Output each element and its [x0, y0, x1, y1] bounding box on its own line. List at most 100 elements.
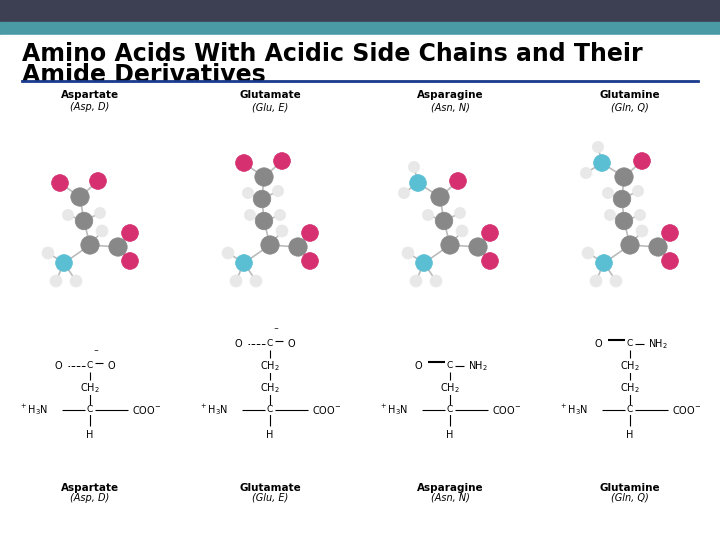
Circle shape — [430, 275, 442, 287]
Text: Aspartate: Aspartate — [61, 483, 119, 493]
Circle shape — [610, 275, 622, 287]
Text: O: O — [288, 339, 296, 349]
Circle shape — [272, 185, 284, 197]
Text: $^{-}$: $^{-}$ — [93, 347, 99, 356]
Circle shape — [230, 275, 242, 287]
Circle shape — [582, 247, 594, 259]
Circle shape — [431, 188, 449, 206]
Circle shape — [613, 190, 631, 208]
Text: C: C — [267, 406, 273, 415]
Circle shape — [469, 238, 487, 256]
Circle shape — [408, 161, 420, 173]
Text: C: C — [87, 361, 93, 370]
Circle shape — [449, 173, 467, 190]
Circle shape — [255, 168, 273, 186]
Text: O: O — [415, 361, 422, 371]
Circle shape — [423, 210, 433, 221]
Circle shape — [96, 225, 108, 237]
Text: $^{-}$: $^{-}$ — [273, 325, 279, 334]
Text: Asparagine: Asparagine — [417, 90, 483, 100]
Text: COO$^{-}$: COO$^{-}$ — [312, 404, 341, 416]
Text: Glutamate: Glutamate — [239, 483, 301, 493]
Circle shape — [662, 225, 678, 241]
Circle shape — [122, 253, 138, 269]
Text: Glutamate: Glutamate — [239, 90, 301, 100]
Circle shape — [109, 238, 127, 256]
Circle shape — [632, 185, 644, 197]
Circle shape — [122, 225, 138, 241]
Text: O: O — [595, 339, 602, 349]
Circle shape — [255, 212, 273, 230]
Circle shape — [634, 153, 650, 170]
Text: $^+$H$_3$N: $^+$H$_3$N — [19, 402, 48, 417]
Text: Amino Acids With Acidic Side Chains and Their: Amino Acids With Acidic Side Chains and … — [22, 42, 643, 66]
Text: C: C — [87, 406, 93, 415]
Text: H: H — [86, 430, 94, 440]
Text: O: O — [55, 361, 62, 371]
Circle shape — [615, 212, 633, 230]
Circle shape — [244, 210, 256, 221]
Circle shape — [398, 187, 410, 199]
Text: Amide Derivatives: Amide Derivatives — [22, 63, 266, 87]
Text: CH$_2$: CH$_2$ — [440, 381, 460, 395]
Circle shape — [621, 236, 639, 254]
Circle shape — [75, 212, 93, 230]
Bar — [0, 22, 720, 35]
Text: (Asp, D): (Asp, D) — [71, 102, 109, 112]
Text: $^+$H$_3$N: $^+$H$_3$N — [559, 402, 588, 417]
Text: C: C — [447, 361, 453, 370]
Circle shape — [274, 210, 286, 221]
Text: H: H — [266, 430, 274, 440]
Circle shape — [42, 247, 54, 259]
Text: O: O — [235, 339, 242, 349]
Text: C: C — [627, 340, 633, 348]
Text: (Asn, N): (Asn, N) — [431, 493, 469, 503]
Text: (Gln, Q): (Gln, Q) — [611, 493, 649, 503]
Bar — [0, 0, 720, 22]
Text: COO$^{-}$: COO$^{-}$ — [672, 404, 701, 416]
Text: Glutamine: Glutamine — [600, 483, 660, 493]
Circle shape — [235, 254, 253, 272]
Circle shape — [415, 254, 433, 272]
Text: CH$_2$: CH$_2$ — [620, 359, 640, 373]
Circle shape — [454, 207, 466, 219]
Circle shape — [253, 190, 271, 208]
Text: Aspartate: Aspartate — [61, 90, 119, 100]
Circle shape — [261, 236, 279, 254]
Text: COO$^{-}$: COO$^{-}$ — [492, 404, 521, 416]
Text: CH$_2$: CH$_2$ — [620, 381, 640, 395]
Circle shape — [52, 174, 68, 191]
Text: (Gln, Q): (Gln, Q) — [611, 102, 649, 112]
Circle shape — [276, 225, 288, 237]
Circle shape — [410, 174, 426, 191]
Circle shape — [222, 247, 234, 259]
Text: (Glu, E): (Glu, E) — [252, 102, 288, 112]
Circle shape — [70, 275, 82, 287]
Circle shape — [636, 225, 648, 237]
Text: C: C — [447, 406, 453, 415]
Circle shape — [441, 236, 459, 254]
Text: NH$_2$: NH$_2$ — [468, 359, 488, 373]
Circle shape — [302, 253, 318, 269]
Text: CH$_2$: CH$_2$ — [260, 381, 280, 395]
Circle shape — [63, 210, 73, 221]
Circle shape — [402, 247, 414, 259]
Circle shape — [50, 275, 62, 287]
Text: $^+$H$_3$N: $^+$H$_3$N — [199, 402, 228, 417]
Text: CH$_2$: CH$_2$ — [260, 359, 280, 373]
Circle shape — [662, 253, 678, 269]
Circle shape — [55, 254, 73, 272]
Circle shape — [634, 210, 646, 221]
Text: (Asn, N): (Asn, N) — [431, 102, 469, 112]
Text: (Glu, E): (Glu, E) — [252, 493, 288, 503]
Text: (Asp, D): (Asp, D) — [71, 493, 109, 503]
Circle shape — [274, 153, 290, 170]
Circle shape — [593, 141, 603, 153]
Circle shape — [615, 168, 633, 186]
Circle shape — [410, 275, 422, 287]
Circle shape — [243, 187, 253, 199]
Circle shape — [580, 167, 592, 179]
Circle shape — [94, 207, 106, 219]
Circle shape — [235, 154, 253, 171]
Circle shape — [590, 275, 602, 287]
